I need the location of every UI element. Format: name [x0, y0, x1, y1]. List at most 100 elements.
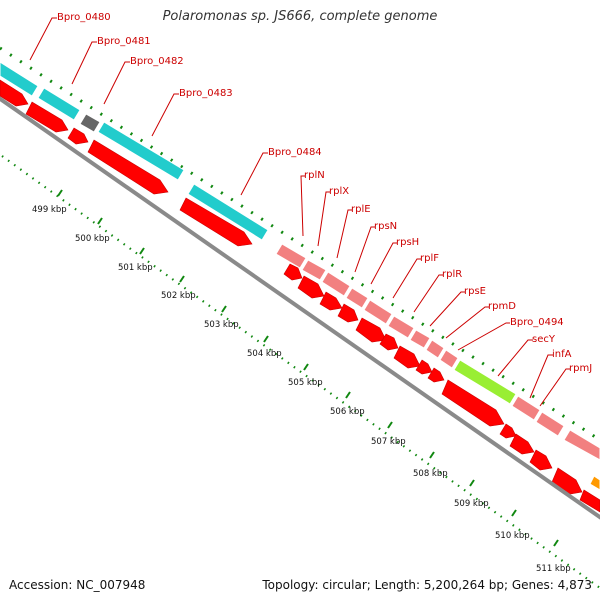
gene-label-rpsN: rpsN: [374, 221, 397, 232]
cds-arrow: [87, 139, 169, 195]
callout-lines: [29, 17, 570, 407]
scale-label: 504 kbp: [247, 349, 282, 359]
scale-tick: [57, 189, 63, 197]
gene-label-rplR: rplR: [442, 269, 462, 280]
gene-label-bpro0482: Bpro_0482: [130, 56, 184, 67]
callout-line: [445, 306, 489, 339]
gene-bar-bpro0484: [187, 183, 269, 241]
scale-tick: [303, 363, 309, 371]
callout-line: [336, 209, 352, 259]
scale-label: 505 kbp: [288, 378, 323, 388]
gene-bar-bpro0483: [97, 121, 185, 181]
cds-arrow: [319, 291, 343, 311]
cds-arrow: [25, 101, 69, 133]
genome-backbone: [0, 96, 600, 520]
gene-bar-rplX: [301, 259, 327, 281]
gene-label-bpro0494: Bpro_0494: [510, 317, 564, 328]
gene-label-rpsE: rpsE: [464, 286, 486, 297]
gene-label-rplX: rplX: [329, 186, 349, 197]
gene-label-rplF: rplF: [420, 253, 439, 264]
gene-label-rplN: rplN: [304, 170, 325, 181]
cds-arrow: [379, 333, 399, 351]
callout-line: [354, 226, 375, 273]
gene-label-rpmD: rpmD: [488, 301, 516, 312]
scale-label: 508 kbp: [413, 469, 448, 479]
scale-tick: [179, 275, 185, 283]
cds-arrow: [179, 197, 253, 247]
scale-tick: [97, 217, 103, 225]
callout-line: [317, 191, 330, 247]
cds-arrow: [67, 127, 89, 145]
scale-tick: [553, 539, 559, 547]
gene-label-rplE: rplE: [351, 204, 371, 215]
gene-labels: Bpro_0480 Bpro_0481 Bpro_0482 Bpro_0483 …: [57, 12, 592, 374]
cds-arrow: [529, 449, 553, 471]
gene-bar-rpsH: [363, 299, 393, 325]
map-title: Polaromonas sp. JS666, complete genome: [162, 9, 438, 24]
cds-arrow: [355, 317, 387, 343]
callout-line: [529, 354, 553, 399]
scale-label: 501 kbp: [118, 263, 153, 273]
gene-bar-bpro0480: [0, 61, 39, 97]
callout-line: [413, 274, 443, 313]
scale-tick: [345, 391, 351, 399]
scale-label: 503 kbp: [204, 320, 239, 330]
gene-bar-rplE: [321, 271, 351, 297]
callout-line: [370, 242, 397, 285]
gene-label-infA: infA: [552, 349, 572, 360]
callout-line: [392, 258, 421, 299]
cds-arrow: [499, 423, 517, 439]
scale-label: 502 kbp: [161, 291, 196, 301]
cds-arrow: [509, 433, 535, 455]
callout-line: [497, 339, 533, 377]
gene-label-rpsH: rpsH: [396, 237, 419, 248]
scale-tick: [387, 421, 393, 429]
gene-bar-rpmD: [439, 349, 459, 369]
gene-bar-secY: [511, 395, 541, 421]
cds-arrow: [283, 263, 303, 281]
gene-label-rpmJ: rpmJ: [569, 363, 592, 374]
callout-line: [151, 93, 179, 137]
callout-line: [539, 368, 570, 407]
gene-bar-bpro0482: [79, 113, 101, 133]
scale-label: 510 kbp: [495, 531, 530, 541]
gene-bar-bpro0481: [37, 87, 81, 121]
callout-line: [71, 41, 97, 85]
scale-label: 511 kbp: [536, 564, 571, 574]
gene-label-bpro0480: Bpro_0480: [57, 12, 111, 23]
scale-major-ticks: [57, 189, 559, 547]
scale-tick: [429, 451, 435, 459]
topology-text: Topology: circular; Length: 5,200,264 bp…: [262, 578, 592, 592]
gene-bar-rpsN: [345, 287, 369, 309]
gene-label-bpro0481: Bpro_0481: [97, 36, 151, 47]
accession-text: Accession: NC_007948: [9, 578, 146, 592]
cds-arrow: [441, 379, 505, 427]
callout-line: [429, 291, 465, 327]
cds-arrow: [337, 303, 359, 323]
gene-bar-infA: [535, 411, 565, 437]
callout-line: [29, 17, 57, 61]
callout-line: [457, 322, 510, 351]
callout-line: [240, 152, 268, 196]
scale-tick: [469, 479, 475, 487]
scale-tick: [139, 247, 145, 255]
scale-label: 507 kbp: [371, 437, 406, 447]
gene-label-bpro0483: Bpro_0483: [179, 88, 233, 99]
callout-line: [103, 61, 130, 105]
gene-bar-next-orange: [589, 475, 600, 491]
callout-line: [300, 175, 305, 237]
gene-bar-rpsE: [425, 339, 445, 359]
gene-label-bpro0484: Bpro_0484: [268, 147, 322, 158]
gene-bar-bpro0494: [453, 359, 517, 405]
scale-label: 506 kbp: [330, 407, 365, 417]
scale-label: 509 kbp: [454, 499, 489, 509]
scale-tick: [511, 509, 517, 517]
cds-arrows: [0, 79, 600, 513]
scale-dotted-line: [1, 155, 600, 589]
gene-bars: [0, 61, 600, 491]
cds-arrow: [393, 345, 421, 369]
cds-arrow: [551, 467, 583, 495]
gene-bar-rplN: [275, 243, 307, 269]
scale-labels: 499 kbp 500 kbp 501 kbp 502 kbp 503 kbp …: [32, 205, 571, 574]
